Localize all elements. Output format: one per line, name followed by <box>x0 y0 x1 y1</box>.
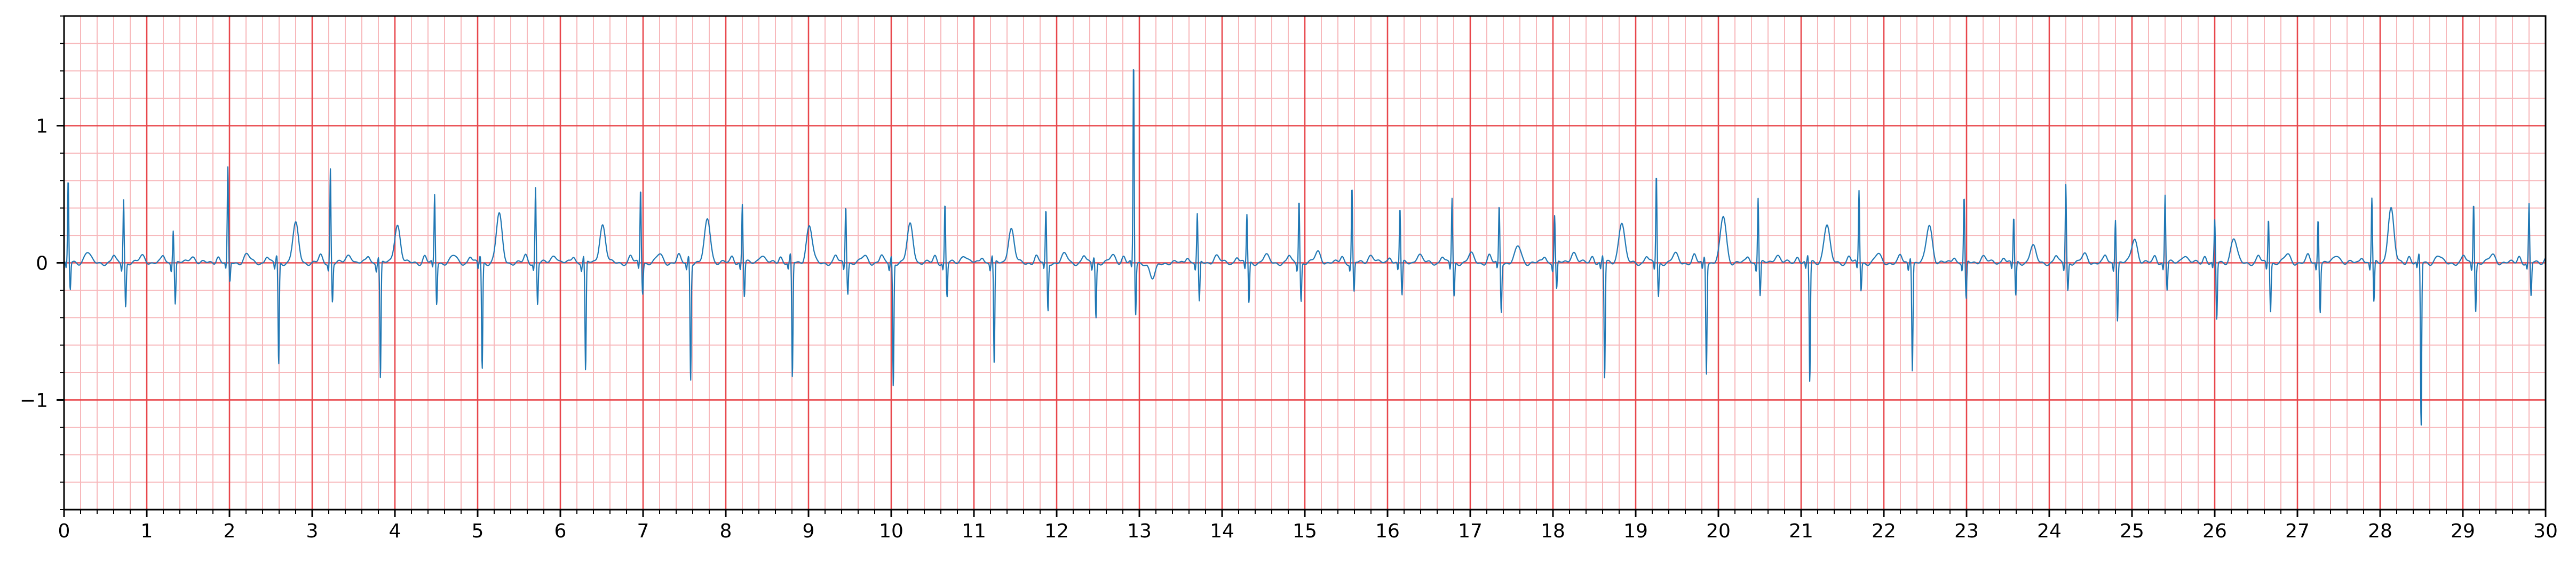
signal-layer <box>64 69 2546 426</box>
x-tick-label: 24 <box>2037 520 2062 542</box>
x-tick-label: 7 <box>637 520 649 542</box>
x-tick-label: 10 <box>879 520 903 542</box>
x-tick-label: 18 <box>1541 520 1565 542</box>
x-tick-label: 29 <box>2451 520 2475 542</box>
y-axis: −1 0 1 <box>20 15 64 510</box>
x-tick-label: 9 <box>803 520 815 542</box>
x-tick-label: 20 <box>1706 520 1731 542</box>
x-tick-label: 1 <box>141 520 153 542</box>
x-tick-label: 19 <box>1623 520 1648 542</box>
x-tick-label: 21 <box>1789 520 1813 542</box>
y-tick-label: −1 <box>20 390 48 411</box>
x-axis: 0 1 2 3 4 5 6 7 8 9 10 11 12 13 14 15 16 17 18 19 20 21 22 23 24… <box>58 510 2558 542</box>
x-tick-label: 25 <box>2120 520 2144 542</box>
x-tick-label: 23 <box>1954 520 1979 542</box>
x-tick-label: 15 <box>1293 520 1317 542</box>
x-tick-label: 13 <box>1127 520 1152 542</box>
x-tick-label: 14 <box>1210 520 1234 542</box>
x-tick-label: 3 <box>306 520 319 542</box>
x-tick-label: 17 <box>1458 520 1483 542</box>
x-tick-label: 11 <box>962 520 986 542</box>
x-tick-label: 8 <box>720 520 732 542</box>
x-tick-label: 4 <box>389 520 401 542</box>
x-tick-label: 12 <box>1044 520 1069 542</box>
x-tick-label: 2 <box>224 520 236 542</box>
y-tick-label: 1 <box>36 116 48 138</box>
x-tick-label: 0 <box>58 520 70 542</box>
x-tick-label: 28 <box>2368 520 2392 542</box>
y-tick-label: 0 <box>36 253 48 275</box>
ecg-signal-line <box>64 69 2546 426</box>
x-tick-label: 27 <box>2285 520 2310 542</box>
x-tick-label: 16 <box>1375 520 1400 542</box>
x-tick-label: 30 <box>2533 520 2558 542</box>
x-tick-label: 22 <box>1872 520 1896 542</box>
x-tick-label: 6 <box>554 520 567 542</box>
x-tick-label: 5 <box>472 520 484 542</box>
x-tick-label: 26 <box>2202 520 2227 542</box>
